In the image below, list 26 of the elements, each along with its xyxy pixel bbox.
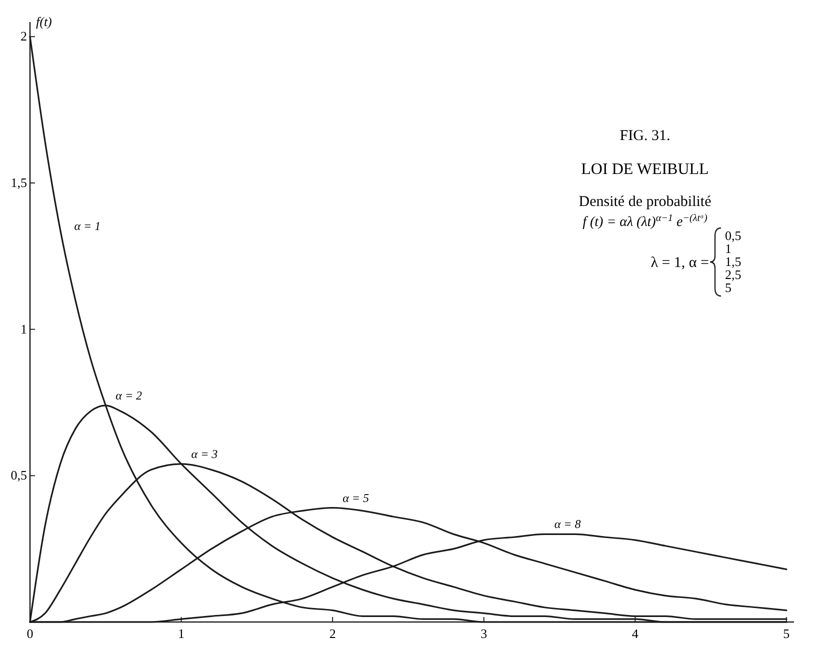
x-tick-label: 3 xyxy=(480,626,488,641)
text: Densité de probabilité xyxy=(578,194,712,210)
y-tick-label: 1 xyxy=(20,321,27,336)
annotation: 2,5 xyxy=(725,267,742,282)
y-tick-label: 2 xyxy=(20,28,27,44)
x-tick-label: 4 xyxy=(632,626,639,641)
series-label: α = 8 xyxy=(554,517,581,532)
annotation: FIG. 31. xyxy=(620,128,670,144)
annotation: 1,5 xyxy=(725,254,742,269)
x-tick-label: 0 xyxy=(26,626,34,641)
y-axis-title: f(t) xyxy=(36,14,52,29)
series-label: α = 5 xyxy=(342,490,369,505)
x-tick-label: 2 xyxy=(329,626,336,641)
annotation: 1 xyxy=(725,241,732,256)
series-label: α = 1 xyxy=(74,218,101,233)
text: LOI DE WEIBULL xyxy=(581,161,709,178)
series-label: α = 2 xyxy=(116,388,142,402)
x-tick-label: 1 xyxy=(178,626,185,641)
series-label: α = 3 xyxy=(191,446,218,461)
x-tick-label: 5 xyxy=(783,626,790,641)
annotation: f (t) = αλ (λt)$^{α−1}$ e$^{−(λtᵅ)}$ xyxy=(582,212,708,230)
y-tick-label: 0,5 xyxy=(10,468,27,483)
annotation: 5 xyxy=(725,280,732,295)
y-tick-label: 1,5 xyxy=(10,174,27,190)
annotation: λ = 1, α = xyxy=(650,255,709,271)
annotation: 0,5 xyxy=(725,228,742,243)
